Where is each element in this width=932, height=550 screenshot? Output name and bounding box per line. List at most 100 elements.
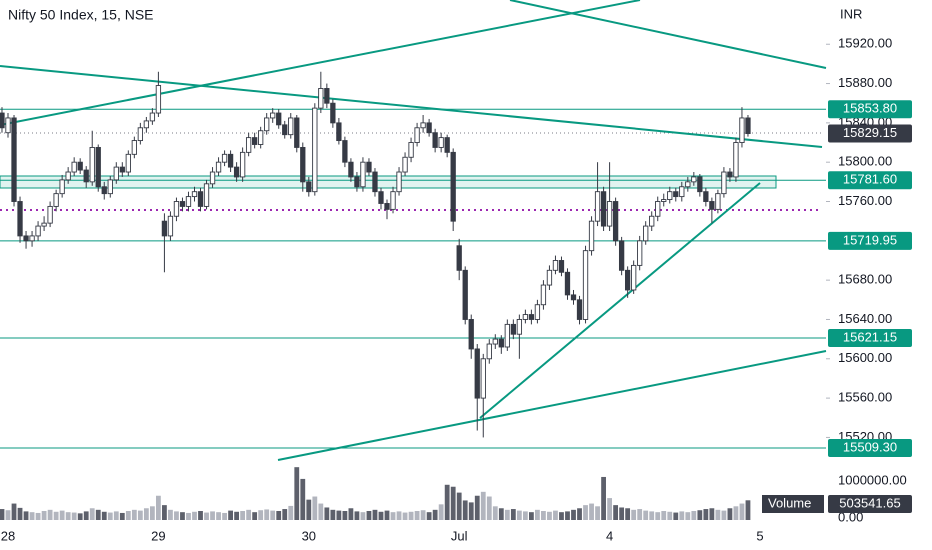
- volume-bar: [414, 511, 420, 520]
- y-tick-label: 15880.00: [838, 75, 892, 90]
- candle-body: [402, 156, 408, 173]
- candle-body: [378, 191, 384, 204]
- zone: [0, 175, 777, 189]
- y-tick-label: 15760.00: [838, 193, 892, 208]
- volume-bar: [721, 510, 727, 520]
- candle-body: [17, 201, 23, 237]
- volume-bar: [733, 506, 739, 520]
- volume-bar: [29, 512, 35, 520]
- candle-body: [594, 191, 601, 222]
- volume-bar: [384, 510, 390, 520]
- volume-bar: [649, 511, 655, 520]
- candle-body: [606, 201, 613, 227]
- x-tick-label: 5: [756, 528, 763, 543]
- y-tick-label: 0.00: [838, 509, 863, 524]
- candle-body: [426, 122, 432, 134]
- candle-body: [438, 137, 444, 148]
- volume-bar: [703, 509, 709, 520]
- volume-bar: [541, 511, 546, 520]
- candle-body: [480, 358, 486, 399]
- volume-bar: [210, 511, 215, 520]
- candle-body: [282, 124, 288, 136]
- volume-bar: [595, 506, 600, 520]
- volume-bar: [450, 486, 456, 520]
- chart-title: Nifty 50 Index, 15, NSE: [8, 7, 154, 23]
- volume-bar: [366, 511, 372, 520]
- volume-bar: [162, 505, 167, 520]
- candle-body: [107, 179, 113, 195]
- candle-body: [288, 117, 294, 136]
- volume-bar: [565, 511, 570, 520]
- candle-body: [300, 146, 306, 183]
- volume-bar: [577, 508, 582, 520]
- candle-body: [384, 203, 390, 210]
- candle-body: [558, 260, 565, 273]
- volume-bar: [234, 511, 240, 520]
- volume-bar: [252, 512, 258, 520]
- volume-bar: [17, 507, 23, 520]
- candle-body: [221, 153, 228, 163]
- x-tick-label: 28: [1, 528, 15, 543]
- volume-bar: [426, 512, 432, 520]
- volume-bar: [571, 509, 576, 520]
- candle-body: [47, 205, 53, 224]
- candle-body: [354, 176, 360, 188]
- candle-body: [336, 122, 342, 142]
- volume-bar: [679, 511, 685, 520]
- candle-body: [396, 171, 402, 193]
- volume-bar: [246, 509, 252, 520]
- candle-body: [11, 117, 17, 202]
- candle-body: [324, 88, 330, 104]
- candle-body: [655, 201, 661, 217]
- volume-bar: [390, 512, 396, 520]
- candle-body: [733, 142, 739, 178]
- candle-body: [83, 169, 89, 183]
- volume-bar: [294, 467, 300, 520]
- volume-bar: [204, 512, 209, 520]
- volume-bar: [354, 511, 360, 520]
- level-label: 15853.80: [843, 101, 897, 116]
- volume-bar: [715, 509, 721, 520]
- volume-bar: [504, 509, 510, 520]
- candle-body: [510, 323, 516, 335]
- candle-body: [576, 299, 583, 320]
- volume-legend: Volume: [768, 495, 811, 510]
- volume-bar: [53, 511, 59, 520]
- candle-body: [65, 171, 71, 181]
- volume-bar: [559, 512, 564, 520]
- volume-bar: [468, 502, 474, 520]
- candle-body: [366, 161, 372, 173]
- volume-bar: [709, 508, 715, 520]
- volume-bar: [336, 510, 342, 520]
- x-tick-label: 30: [302, 528, 316, 543]
- level-box: [828, 171, 912, 190]
- candle-body: [414, 127, 420, 143]
- candle-body: [570, 294, 577, 301]
- volume-bar: [535, 509, 540, 520]
- candle-body: [35, 225, 41, 237]
- candle-body: [420, 122, 426, 129]
- volume-bar: [137, 510, 143, 520]
- volume-bar: [168, 509, 173, 520]
- volume-bar: [348, 508, 354, 520]
- candle-body: [95, 146, 101, 188]
- trendline: [509, 0, 827, 69]
- candle-body: [618, 240, 625, 271]
- volume-bar: [330, 509, 336, 520]
- level-label: 15781.60: [843, 172, 897, 187]
- candle-body: [23, 235, 29, 242]
- candle-body: [516, 319, 523, 335]
- volume-bar: [125, 511, 131, 520]
- candle-body: [137, 127, 144, 142]
- last-price-label: 15829.15: [843, 125, 897, 140]
- volume-bar: [661, 511, 667, 520]
- volume-bar: [625, 508, 631, 520]
- candle-body: [125, 153, 131, 173]
- candle-body: [504, 323, 510, 348]
- candle-body: [685, 181, 691, 188]
- candle-body: [209, 171, 216, 185]
- volume-bar: [143, 508, 149, 520]
- candle-body: [203, 183, 210, 207]
- candle-body: [131, 140, 137, 155]
- volume-bar: [378, 511, 384, 520]
